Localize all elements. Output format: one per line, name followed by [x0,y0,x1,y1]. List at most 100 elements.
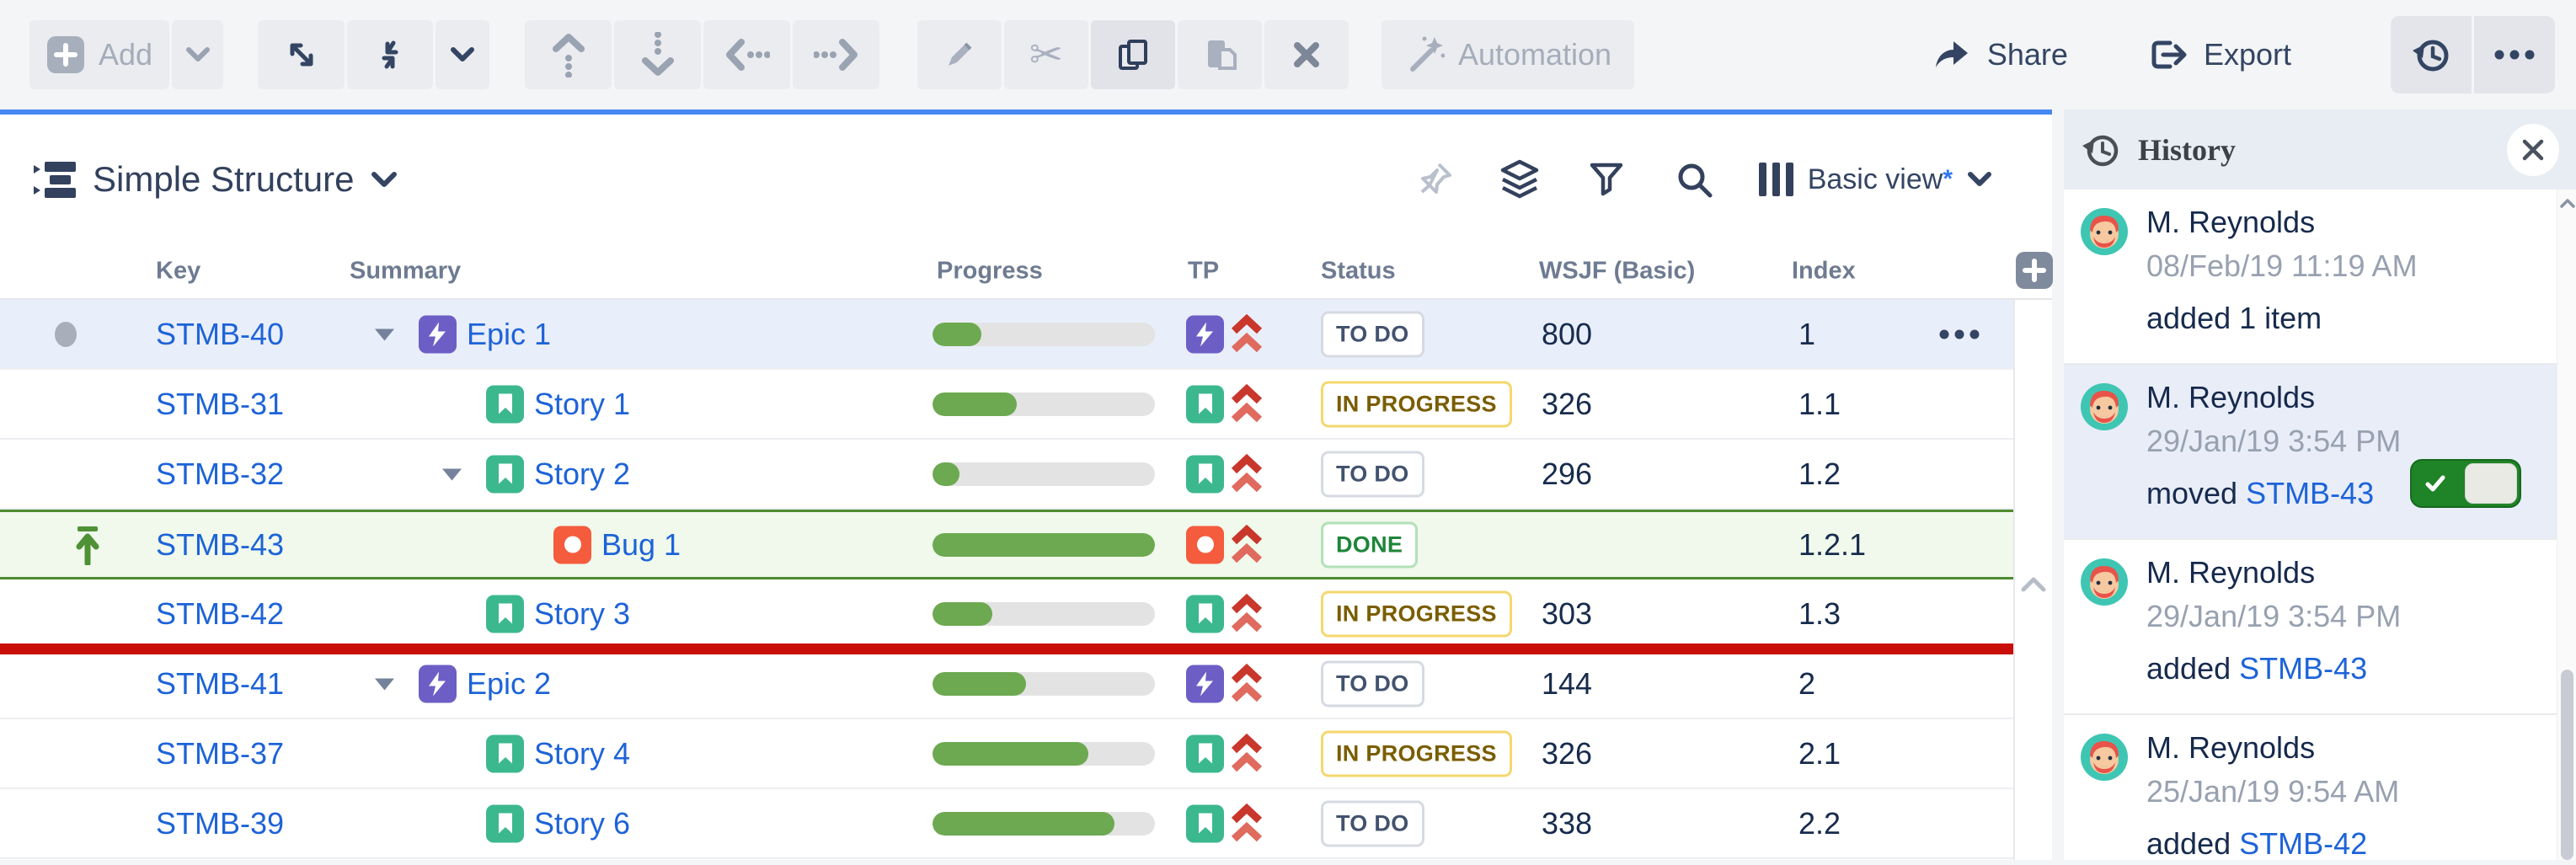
structure-title[interactable]: Simple Structure [93,159,355,199]
issue-summary-link[interactable]: Epic 2 [467,665,552,701]
issue-key-link[interactable]: STMB-42 [2239,826,2368,860]
history-entry[interactable]: M. Reynolds 29/Jan/19 3:54 PM moved STMB-4… [2064,365,2557,540]
issue-key-link[interactable]: STMB-41 [156,665,285,701]
add-button[interactable]: Add [29,20,169,89]
column-header-tp[interactable]: TP [1188,257,1220,285]
table-row-stmb-41[interactable]: STMB-41 Epic 2 TO DO 144 2 [0,649,2052,719]
history-timestamp: 29/Jan/19 3:54 PM [2146,599,2402,633]
view-selector[interactable]: Basic view [1807,163,1943,195]
table-row-stmb-39[interactable]: STMB-39 Story 6 TO DO 338 2.2 [0,789,2052,859]
automation-button[interactable]: Automation [1382,20,1634,89]
history-timestamp: 08/Feb/19 11:19 AM [2146,248,2418,283]
issue-summary-link[interactable]: Story 2 [534,456,631,491]
move-down-button[interactable] [614,20,701,89]
delete-button[interactable] [1264,20,1349,89]
issue-key-link[interactable]: STMB-40 [156,316,285,351]
issue-key-link[interactable]: STMB-37 [156,735,285,771]
scroll-up-icon[interactable] [2557,198,2576,209]
history-entry[interactable]: M. Reynolds 29/Jan/19 3:54 PM added STMB-4… [2064,540,2557,715]
chevron-down-icon[interactable] [371,171,398,189]
expand-all-button[interactable] [258,20,345,89]
row-handle-icon[interactable] [54,321,77,348]
plus-icon [46,35,85,74]
table-row-stmb-32[interactable]: STMB-32 Story 2 TO DO 296 1.2 [0,440,2052,510]
table-row-stmb-37[interactable]: STMB-37 Story 4 IN PROGRESS 326 2.1 [0,719,2052,789]
issue-summary-link[interactable]: Story 4 [534,735,631,771]
chevron-down-icon[interactable] [1968,171,1991,188]
pencil-icon [941,36,978,73]
column-header-key[interactable]: Key [156,257,201,285]
issue-summary-link[interactable]: Story 6 [534,805,631,841]
ellipsis-icon [2493,49,2536,61]
history-toggle-button[interactable] [2391,16,2472,93]
row-actions-button[interactable] [1937,328,1981,340]
story-type-icon [486,385,524,423]
move-up-button[interactable] [525,20,612,89]
copy-icon [1114,36,1152,73]
history-entry[interactable]: M. Reynolds 25/Jan/19 9:54 AM added STMB-4… [2064,715,2557,860]
issue-summary-link[interactable]: Story 1 [534,386,631,421]
table-row-stmb-42[interactable]: STMB-42 Story 3 IN PROGRESS 303 1.3 [0,579,2052,649]
issue-key-link[interactable]: STMB-31 [156,386,285,421]
issue-key-link[interactable]: STMB-43 [2239,651,2368,686]
story-type-icon [1186,595,1224,633]
issue-key-link[interactable]: STMB-42 [156,595,285,631]
issue-key-link[interactable]: STMB-32 [156,456,285,491]
issue-summary-link[interactable]: Epic 1 [467,316,552,351]
column-header-progress[interactable]: Progress [937,257,1043,285]
edit-button[interactable] [917,20,1002,89]
issue-summary-link[interactable]: Story 3 [534,595,631,631]
column-header-index[interactable]: Index [1792,257,1856,285]
expand-dropdown-button[interactable] [436,20,489,89]
priority-highest-icon [1230,524,1264,565]
grid-header: Key Summary Progress TP Status WSJF (Bas… [0,244,2054,300]
scroll-up-icon[interactable] [2019,308,2048,860]
pin-icon[interactable] [1417,162,1452,197]
collapse-all-button[interactable] [347,20,433,89]
issue-key-link[interactable]: STMB-43 [156,526,285,562]
expand-caret-icon[interactable] [373,676,396,691]
story-type-icon [486,734,524,772]
issue-key-link[interactable]: STMB-39 [156,805,285,841]
add-column-button[interactable] [2015,251,2054,290]
search-icon[interactable] [1675,160,1713,199]
progress-bar [933,741,1155,766]
arrow-right-icon [813,37,859,72]
grid-scrollbar[interactable] [2013,300,2052,860]
table-row-stmb-40[interactable]: STMB-40 Epic 1 TO DO 800 1 [0,300,2052,370]
history-close-button[interactable] [2507,123,2559,176]
outdent-button[interactable] [703,20,790,89]
revision-toggle[interactable] [2410,459,2521,508]
issue-summary-link[interactable]: Bug 1 [601,526,681,562]
indent-button[interactable] [793,20,879,89]
copy-button[interactable] [1091,20,1175,89]
expand-caret-icon[interactable] [441,467,463,481]
issue-key-link[interactable]: STMB-43 [2246,476,2375,510]
layers-icon[interactable] [1499,159,1540,200]
scissors-icon: ✂ [1029,31,1064,78]
epic-type-icon [1186,665,1224,702]
status-badge: TO DO [1321,451,1424,497]
priority-highest-icon [1230,313,1264,355]
column-header-wsjf[interactable]: WSJF (Basic) [1539,257,1696,285]
table-row-stmb-31[interactable]: STMB-31 Story 1 IN PROGRESS 326 1.1 [0,370,2052,440]
share-button[interactable]: Share [1932,37,2068,72]
column-header-status[interactable]: Status [1321,257,1396,285]
history-clock-icon [2410,34,2452,76]
history-scrollbar[interactable] [2557,190,2576,860]
scrollbar-thumb[interactable] [2561,670,2573,860]
epic-type-icon [419,665,457,702]
expand-caret-icon[interactable] [373,327,396,341]
filter-icon[interactable] [1589,162,1624,197]
cut-button[interactable]: ✂ [1004,20,1088,89]
paste-button[interactable] [1178,20,1262,89]
history-header: History [2064,109,2576,190]
export-button[interactable]: Export [2148,37,2323,72]
history-list: M. Reynolds 08/Feb/19 11:19 AM added 1 ite… [2064,190,2557,860]
column-header-summary[interactable]: Summary [350,257,462,285]
more-options-button[interactable] [2474,16,2555,93]
table-row-stmb-43[interactable]: STMB-43 Bug 1 DONE 1.2.1 [0,510,2052,579]
add-dropdown-button[interactable] [172,20,223,89]
columns-icon[interactable] [1758,162,1794,197]
history-entry[interactable]: M. Reynolds 08/Feb/19 11:19 AM added 1 ite… [2064,190,2557,365]
